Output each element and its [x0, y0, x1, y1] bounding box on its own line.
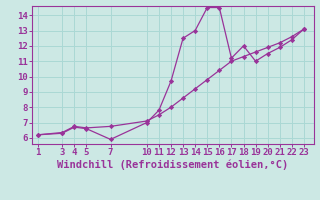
- X-axis label: Windchill (Refroidissement éolien,°C): Windchill (Refroidissement éolien,°C): [57, 160, 288, 170]
